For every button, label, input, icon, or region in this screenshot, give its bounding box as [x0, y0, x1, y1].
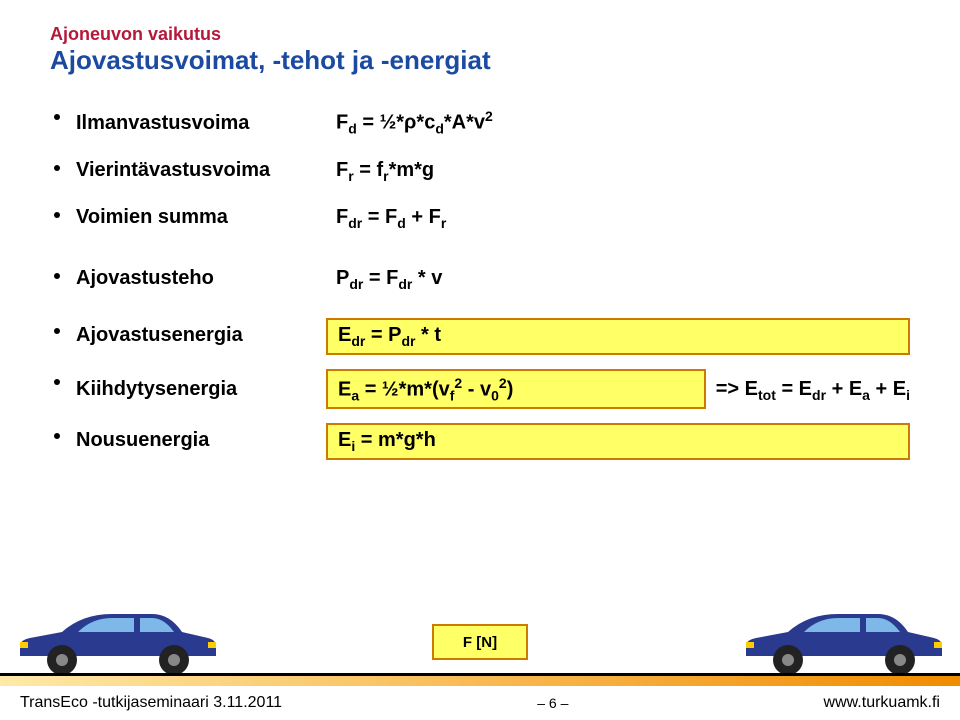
definitions-group-3: AjovastusenergiaEdr = Pdr * tKiihdytysen… [50, 318, 910, 461]
definition-label: Ajovastusenergia [76, 324, 326, 347]
definition-formula: Ea = ½*m*(vf2 - v02) [326, 369, 706, 410]
bullet-dot [54, 273, 60, 279]
definition-label: Kiihdytysenergia [76, 378, 326, 401]
footer-page: – 6 – [537, 695, 568, 711]
car-illustration-right [738, 602, 948, 676]
force-axis-box: F [N] [432, 624, 528, 660]
definition-label: Nousuenergia [76, 429, 326, 452]
definition-row: AjovastusenergiaEdr = Pdr * t [54, 318, 910, 355]
definition-formula: Fdr = Fd + Fr [326, 202, 910, 235]
bullet-dot [54, 212, 60, 218]
definition-label: Ajovastusteho [76, 267, 326, 290]
definition-row: NousuenergiaEi = m*g*h [54, 423, 910, 460]
definition-row: AjovastustehoPdr = Fdr * v [54, 263, 910, 296]
definition-label: Voimien summa [76, 206, 326, 229]
bullet-dot [54, 328, 60, 334]
footer: TransEco -tutkijaseminaari 3.11.2011 – 6… [0, 686, 960, 720]
definition-formula: Pdr = Fdr * v [326, 263, 910, 296]
definitions-group-1: IlmanvastusvoimaFd = ½*ρ*cd*A*v2Vierintä… [50, 104, 910, 235]
gradient-bar [0, 676, 960, 686]
definition-label: Ilmanvastusvoima [76, 112, 326, 135]
definition-formula: Edr = Pdr * t [326, 318, 910, 355]
definition-row: VierintävastusvoimaFr = fr*m*g [54, 155, 910, 188]
header-pretitle: Ajoneuvon vaikutus [50, 24, 910, 45]
definition-formula: Fd = ½*ρ*cd*A*v2 [326, 104, 910, 141]
bullet-dot [54, 114, 60, 120]
definition-implication: => Etot = Edr + Ea + Ei [706, 378, 910, 403]
bullet-dot [54, 379, 60, 385]
definitions-group-2: AjovastustehoPdr = Fdr * v [50, 263, 910, 296]
footer-url: www.turkuamk.fi [824, 694, 940, 712]
definition-label: Vierintävastusvoima [76, 159, 326, 182]
definition-row: Voimien summaFdr = Fd + Fr [54, 202, 910, 235]
car-illustration-left [12, 602, 222, 676]
bullet-dot [54, 433, 60, 439]
definition-row: KiihdytysenergiaEa = ½*m*(vf2 - v02)=> E… [54, 369, 910, 410]
definition-row: IlmanvastusvoimaFd = ½*ρ*cd*A*v2 [54, 104, 910, 141]
bullet-dot [54, 165, 60, 171]
definition-formula: Ei = m*g*h [326, 423, 910, 460]
definition-formula: Fr = fr*m*g [326, 155, 910, 188]
header-title: Ajovastusvoimat, -tehot ja -energiat [50, 45, 910, 76]
footer-left: TransEco -tutkijaseminaari 3.11.2011 [20, 694, 282, 712]
